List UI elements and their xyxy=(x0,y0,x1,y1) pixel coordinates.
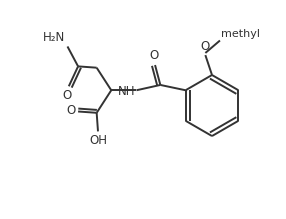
Text: O: O xyxy=(66,104,76,117)
Text: NH: NH xyxy=(118,85,135,98)
Text: O: O xyxy=(63,89,72,102)
Text: OH: OH xyxy=(89,134,107,147)
Text: methyl: methyl xyxy=(221,29,260,39)
Text: O: O xyxy=(149,49,158,62)
Text: H₂N: H₂N xyxy=(43,31,65,44)
Text: O: O xyxy=(201,40,210,53)
